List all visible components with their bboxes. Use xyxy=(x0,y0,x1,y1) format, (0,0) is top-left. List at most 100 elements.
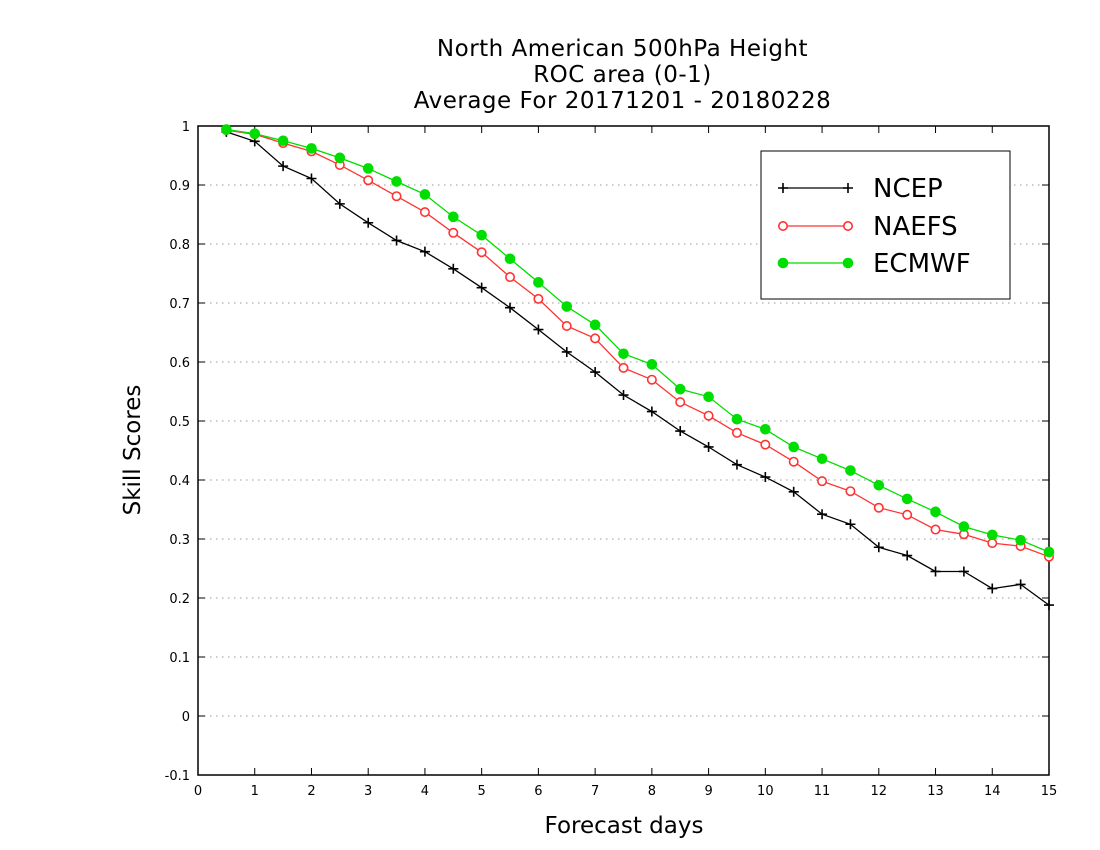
chart-title-line-3: Average For 20171201 - 20180228 xyxy=(413,88,832,114)
ncep-point xyxy=(618,390,629,401)
naefs-point xyxy=(788,456,799,467)
ecmwf-point xyxy=(334,152,346,164)
ecmwf-point xyxy=(277,135,289,147)
ncep-point xyxy=(391,235,402,246)
y-tick-label: -0.1 xyxy=(165,769,190,784)
y-tick-label: 0.7 xyxy=(169,297,190,312)
y-tick-label: 0.5 xyxy=(169,415,190,430)
ncep-point xyxy=(731,459,742,470)
ncep-point xyxy=(987,583,998,594)
x-tick-label: 11 xyxy=(814,784,831,799)
ecmwf-point xyxy=(448,211,459,223)
ncep-point xyxy=(958,566,969,577)
ncep-point xyxy=(788,486,799,497)
ncep-point xyxy=(902,550,913,561)
y-tick-label: 0 xyxy=(182,710,190,725)
ncep-series xyxy=(221,126,1054,611)
y-tick-label: 0.6 xyxy=(169,356,190,371)
ecmwf-point xyxy=(873,480,885,491)
naefs-point xyxy=(391,191,402,202)
naefs-point xyxy=(731,427,742,438)
naefs-point xyxy=(590,333,601,344)
ecmwf-point xyxy=(476,229,487,241)
ecmwf-point xyxy=(788,441,800,453)
ecmwf-point xyxy=(816,453,828,465)
ecmwf-point xyxy=(958,521,970,532)
ecmwf-point xyxy=(419,189,431,200)
ecmwf-point xyxy=(901,493,913,505)
naefs-line xyxy=(226,129,1050,558)
y-tick-label: 0.2 xyxy=(169,592,190,607)
naefs-point xyxy=(902,509,913,520)
y-tick-label: 1 xyxy=(182,120,190,135)
naefs-point xyxy=(646,374,657,385)
ncep-point xyxy=(845,519,856,530)
ecmwf-point xyxy=(589,319,601,331)
ncep-point xyxy=(873,542,884,553)
ecmwf-series xyxy=(221,124,1055,558)
legend-ecmwf-label: ECMWF xyxy=(873,249,971,279)
ncep-point xyxy=(646,406,657,417)
x-tick-label: 8 xyxy=(648,784,656,799)
x-tick-label: 4 xyxy=(421,784,429,799)
x-tick-label: 13 xyxy=(927,784,944,799)
ecmwf-point xyxy=(221,124,232,135)
ncep-point xyxy=(561,346,572,357)
legend-ecmwf-marker xyxy=(777,257,789,269)
ecmwf-point xyxy=(362,163,374,174)
naefs-point xyxy=(760,439,771,450)
x-tick-label: 2 xyxy=(307,784,315,799)
ecmwf-point xyxy=(618,348,629,360)
naefs-point xyxy=(987,538,998,549)
chart-title-line-1: North American 500hPa Height xyxy=(436,36,809,62)
legend: NCEP NAEFS ECMWF xyxy=(760,150,1011,300)
legend-naefs-label: NAEFS xyxy=(873,212,958,242)
ncep-point xyxy=(306,173,317,184)
ecmwf-point xyxy=(306,143,317,154)
ecmwf-point xyxy=(249,128,261,139)
x-tick-label: 6 xyxy=(534,784,542,799)
legend-ncep-label: NCEP xyxy=(873,174,943,204)
ecmwf-point xyxy=(845,465,856,476)
ncep-point xyxy=(1044,600,1054,611)
ncep-point xyxy=(505,302,516,313)
x-tick-label: 14 xyxy=(984,784,1001,799)
ecmwf-point xyxy=(646,359,658,370)
y-tick-label: 0.4 xyxy=(169,474,190,489)
ecmwf-point xyxy=(703,391,714,403)
x-tick-label: 1 xyxy=(251,784,259,799)
ncep-point xyxy=(419,246,430,257)
chart-title-line-2: ROC area (0-1) xyxy=(533,62,712,88)
ecmwf-point xyxy=(760,423,771,435)
ncep-point xyxy=(817,509,828,520)
legend-naefs-marker xyxy=(777,221,788,232)
ncep-point xyxy=(675,426,686,437)
ecmwf-point xyxy=(986,529,998,541)
ecmwf-point xyxy=(561,301,573,312)
x-tick-label: 5 xyxy=(478,784,486,799)
naefs-point xyxy=(873,502,884,513)
ncep-point xyxy=(760,472,771,483)
x-tick-label: 10 xyxy=(757,784,774,799)
naefs-point xyxy=(817,476,828,487)
legend-box xyxy=(760,150,1011,300)
x-axis-title: Forecast days xyxy=(545,813,704,839)
naefs-point xyxy=(505,272,516,283)
ecmwf-point xyxy=(731,413,743,425)
ncep-point xyxy=(533,324,544,335)
ncep-point xyxy=(476,282,487,293)
x-tick-label: 15 xyxy=(1041,784,1058,799)
naefs-point xyxy=(561,321,572,332)
legend-ncep-marker xyxy=(843,183,853,193)
naefs-point xyxy=(845,486,856,497)
x-tick-label: 7 xyxy=(591,784,599,799)
ncep-point xyxy=(930,566,941,577)
ecmwf-point xyxy=(930,506,941,518)
y-tick-label: 0.9 xyxy=(169,179,190,194)
naefs-point xyxy=(419,207,430,218)
naefs-point xyxy=(618,362,629,373)
x-tick-label: 9 xyxy=(704,784,712,799)
ncep-point xyxy=(363,217,374,228)
naefs-series xyxy=(221,125,1055,562)
